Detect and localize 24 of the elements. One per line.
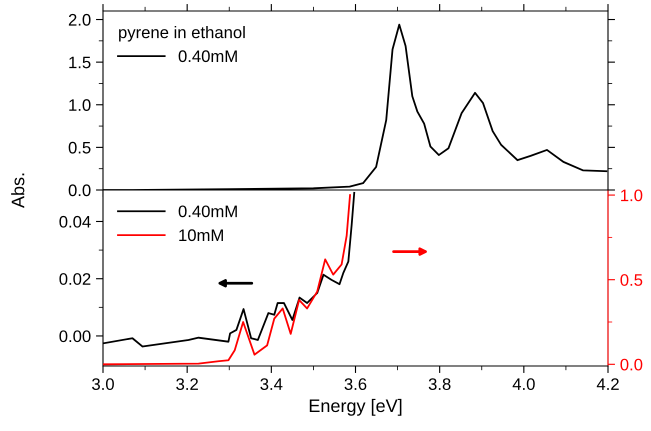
x-axis-title: Energy [eV] bbox=[310, 398, 402, 416]
x-tick-label: 4.2 bbox=[596, 378, 619, 390]
x-tick-label: 3.6 bbox=[344, 378, 366, 390]
y-tick-label: 0.5 bbox=[68, 142, 90, 154]
x-tick-label: 3.2 bbox=[176, 378, 198, 390]
y2-tick-label: 0.0 bbox=[620, 358, 642, 371]
legend-label: 0.40mM bbox=[178, 205, 237, 218]
y-tick-label: 2.0 bbox=[68, 14, 91, 26]
y-tick-label: 0.04 bbox=[59, 216, 91, 228]
y-tick-label: 0.00 bbox=[59, 330, 91, 342]
x-tick-label: 4.0 bbox=[512, 378, 535, 390]
y-tick-label: 0.0 bbox=[68, 184, 91, 196]
legend-label: 10mM bbox=[179, 229, 223, 242]
y-tick-label: 1.0 bbox=[69, 99, 91, 111]
x-tick-label: 3.0 bbox=[92, 378, 114, 390]
y2-tick-label: 0.5 bbox=[620, 274, 642, 286]
legend-title: pyrene in ethanol bbox=[119, 26, 245, 42]
y-tick-label: 0.02 bbox=[59, 273, 90, 285]
y-tick-label: 1.5 bbox=[69, 56, 90, 68]
x-tick-label: 3.8 bbox=[428, 378, 451, 390]
y2-tick-label: 1.0 bbox=[621, 189, 642, 202]
legend-label: 0.40mM bbox=[178, 50, 237, 62]
y-axis-title: Abs. bbox=[11, 174, 24, 208]
x-tick-label: 3.4 bbox=[260, 378, 282, 390]
